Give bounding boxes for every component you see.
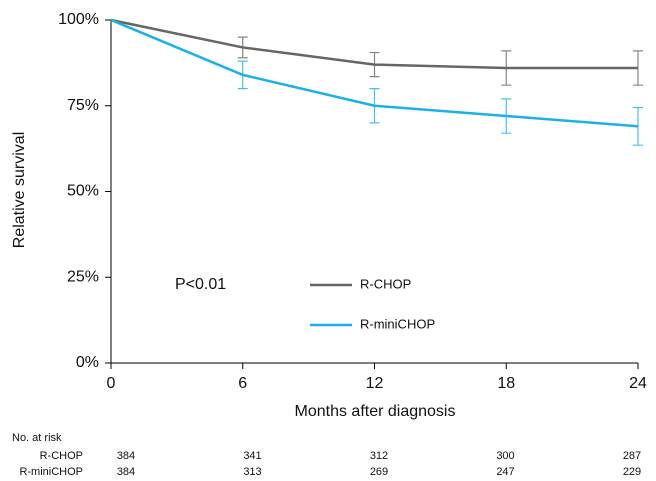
error-bar: [369, 51, 380, 78]
risk-count: 269: [370, 466, 388, 478]
risk-count: 229: [623, 466, 641, 478]
x-tick-label: 12: [366, 375, 384, 392]
legend-label: R-CHOP: [360, 276, 411, 291]
y-tick-label: 100%: [58, 11, 99, 28]
error-bar: [633, 50, 643, 86]
risk-row-label: R-CHOP: [40, 450, 83, 462]
y-tick-label: 75%: [67, 97, 99, 114]
risk-count: 300: [496, 450, 514, 462]
error-bar: [501, 50, 512, 86]
x-tick-label: 18: [497, 375, 515, 392]
x-tick-label: 24: [629, 375, 647, 392]
error-bar: [237, 36, 248, 59]
error-bar: [501, 98, 512, 134]
error-bar: [237, 60, 248, 90]
risk-count: 313: [243, 466, 261, 478]
risk-count: 247: [496, 466, 514, 478]
risk-count: 287: [623, 450, 641, 462]
risk-table-title: No. at risk: [12, 432, 62, 444]
risk-count: 384: [117, 466, 135, 478]
x-tick-label: 0: [107, 375, 116, 392]
error-bar: [633, 106, 643, 146]
y-axis-title: Relative survival: [11, 132, 28, 248]
annotation: P<0.01: [175, 276, 226, 293]
risk-row-label: R-miniCHOP: [19, 466, 83, 478]
y-tick-label: 0%: [76, 354, 99, 371]
risk-count: 312: [370, 450, 388, 462]
x-axis-title: Months after diagnosis: [295, 403, 456, 420]
risk-count: 341: [243, 450, 261, 462]
legend-label: R-miniCHOP: [360, 316, 435, 331]
y-tick-label: 50%: [67, 183, 99, 200]
risk-count: 384: [117, 450, 135, 462]
y-tick-label: 25%: [67, 268, 99, 285]
error-bar: [369, 88, 380, 124]
x-tick-label: 6: [238, 375, 247, 392]
